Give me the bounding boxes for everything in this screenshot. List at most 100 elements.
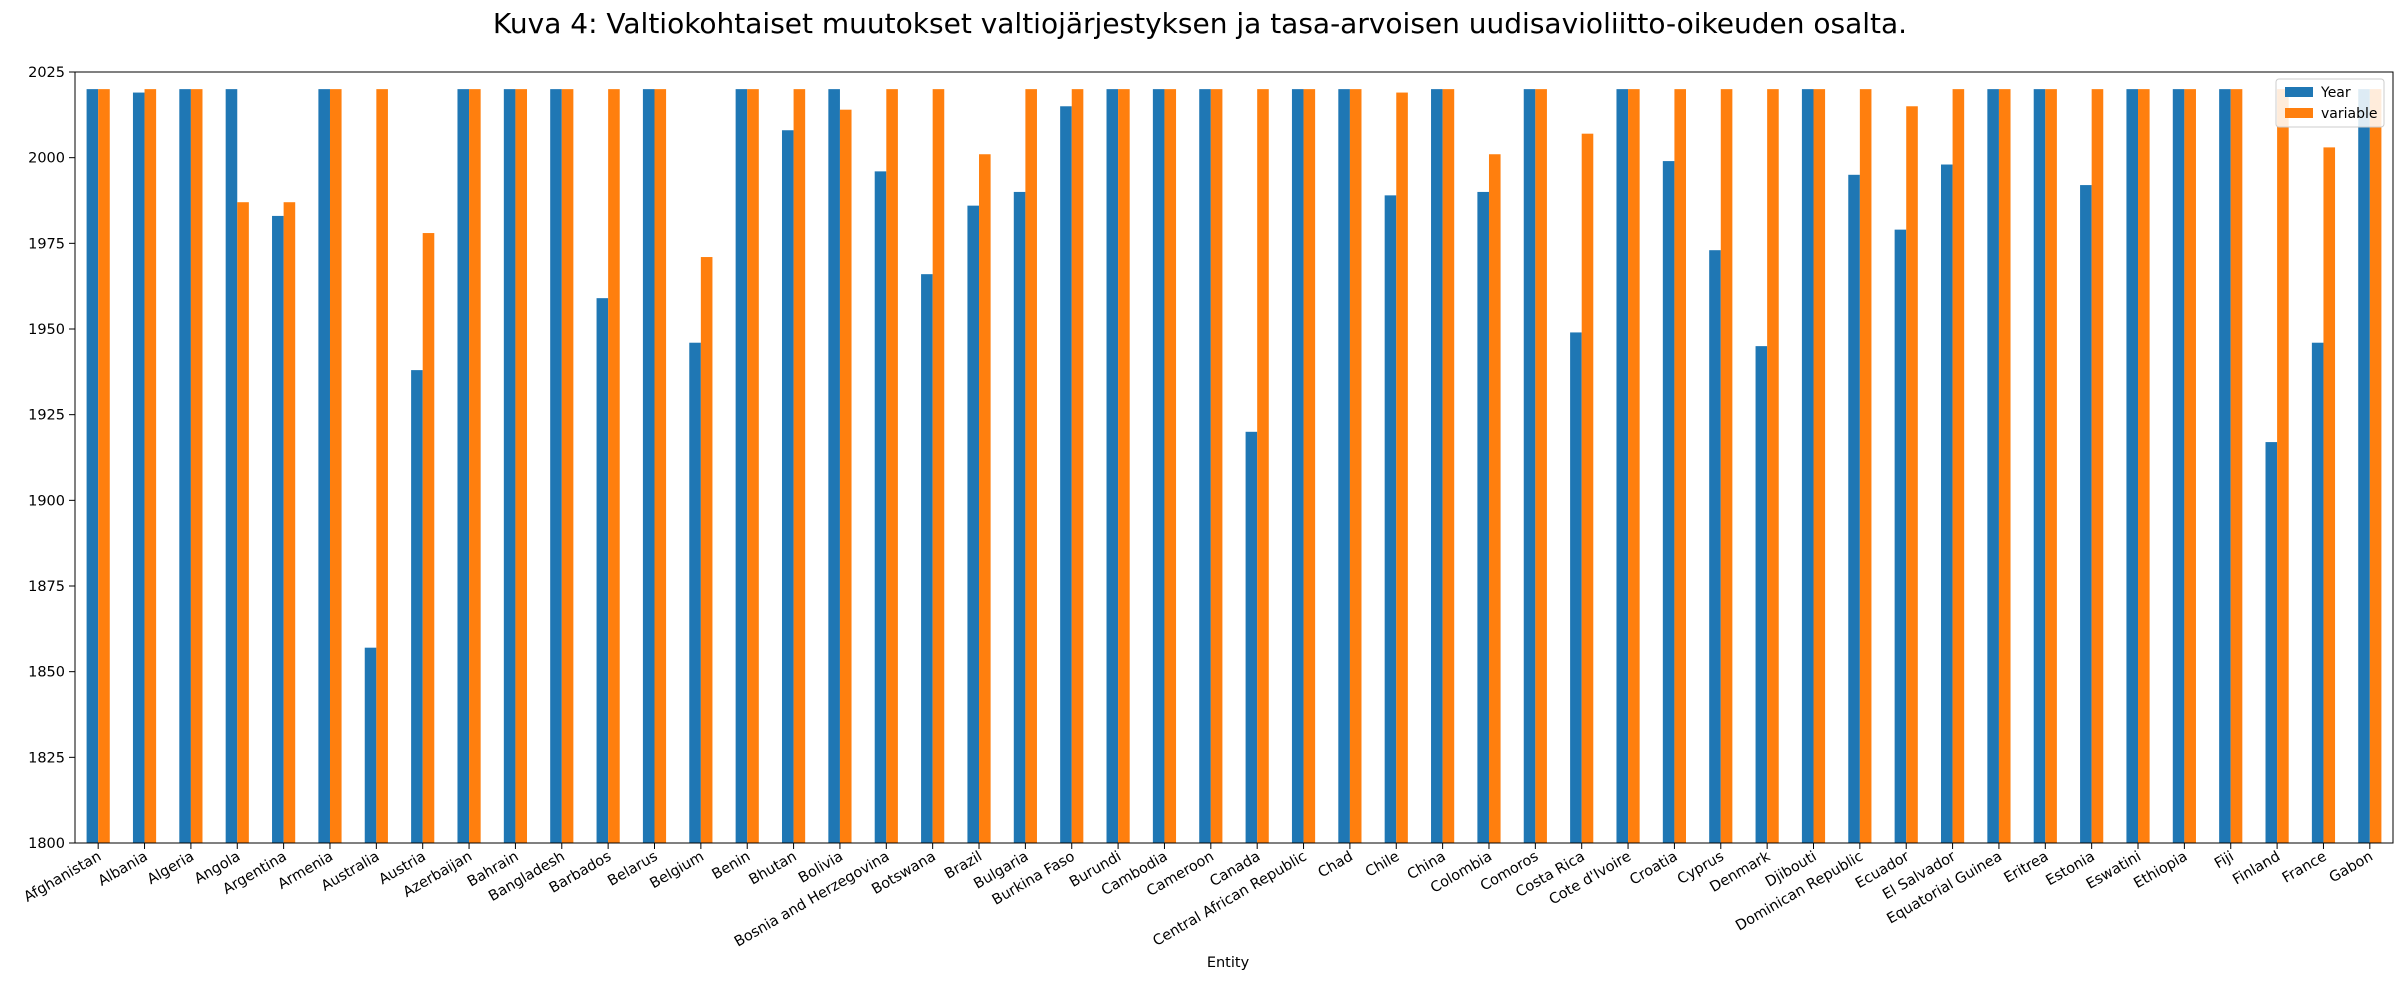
bar-variable <box>654 89 667 843</box>
bar-variable <box>747 89 759 843</box>
bar-year <box>1013 191 1026 843</box>
y-tick-label: 2000 <box>28 151 65 167</box>
bar-variable <box>1118 89 1130 843</box>
bar-year <box>550 89 562 843</box>
bar-year <box>2311 342 2324 843</box>
x-tick-label: Finland <box>2230 849 2283 889</box>
bar-variable <box>2277 89 2289 843</box>
bar-variable <box>1998 89 2011 843</box>
plot-frame <box>74 71 2394 844</box>
y-tick-label: 1875 <box>28 579 65 595</box>
bar-year <box>364 647 377 843</box>
bar-year <box>1431 89 1443 843</box>
bar-year <box>1523 89 1536 843</box>
y-tick-label: 1950 <box>28 322 65 338</box>
bar-year <box>2080 185 2092 843</box>
bar-year <box>179 89 191 843</box>
bar-year <box>596 298 609 843</box>
bar-variable <box>979 154 991 844</box>
y-tick-label: 2025 <box>28 65 65 81</box>
bar-year <box>86 89 99 843</box>
bar-variable <box>2230 89 2243 843</box>
bar-year <box>1199 89 1211 843</box>
bar-variable <box>886 89 898 843</box>
bar-year <box>642 89 655 843</box>
x-tick-label: Chad <box>1316 849 1356 882</box>
bar-year <box>1755 346 1768 843</box>
y-tick-label: 1825 <box>28 750 65 766</box>
bar-year <box>2126 89 2139 843</box>
bar-variable <box>1535 89 1547 843</box>
bar-variable <box>1257 89 1269 843</box>
y-tick-label: 1900 <box>28 493 65 509</box>
x-tick-label: Gabon <box>2327 849 2376 887</box>
bar-year <box>1616 89 1629 843</box>
bar-variable <box>1813 89 1826 843</box>
bar-variable <box>1628 89 1640 843</box>
bar-variable <box>1906 106 1918 843</box>
bar-variable <box>2091 89 2104 843</box>
bar-year <box>225 89 238 843</box>
legend-swatch <box>2285 87 2313 97</box>
bar-variable <box>237 202 249 843</box>
bar-year <box>2265 442 2278 843</box>
bar-variable <box>2045 89 2057 843</box>
bar-year <box>1291 89 1304 843</box>
bar-year <box>1709 250 1721 843</box>
bar-variable <box>190 89 203 843</box>
bar-variable <box>1442 89 1455 843</box>
bar-year <box>1570 332 1582 843</box>
bar-year <box>1987 89 1999 843</box>
bar-variable <box>98 89 110 843</box>
legend: Year variable <box>2275 78 2385 128</box>
bar-variable <box>700 257 713 843</box>
x-tick-label: Ethiopia <box>2131 849 2190 892</box>
bar-year <box>1477 191 1489 843</box>
bar-year <box>1384 195 1397 844</box>
bar-variable <box>1210 89 1223 843</box>
bar-year <box>1152 89 1165 843</box>
bar-variable <box>561 89 574 843</box>
bar-year <box>689 342 701 843</box>
bar-year <box>1662 161 1675 844</box>
x-tick-label: France <box>2280 849 2330 887</box>
bar-year <box>735 89 748 843</box>
bar-year <box>318 89 330 843</box>
y-tick-label: 1975 <box>28 236 65 252</box>
x-tick-label: Belgium <box>647 849 706 893</box>
x-tick-label: Algeria <box>145 849 197 888</box>
bar-year <box>921 274 933 843</box>
bar-year <box>503 89 516 843</box>
bar-year <box>2358 89 2370 843</box>
bar-year <box>2033 89 2046 843</box>
bar-variable <box>1720 89 1733 843</box>
bar-year <box>1801 89 1814 843</box>
bar-year <box>1245 431 1258 843</box>
x-axis-label: Entity <box>1207 955 1250 971</box>
bar-variable <box>932 89 945 843</box>
legend-label: Year <box>2320 85 2351 101</box>
bar-year <box>874 171 887 843</box>
bar-year <box>1940 164 1953 843</box>
bar-variable <box>283 202 296 843</box>
bar-variable <box>376 89 388 843</box>
x-tick-label: Bhutan <box>746 849 799 889</box>
bar-variable <box>144 89 157 843</box>
bar-year <box>1894 229 1907 843</box>
bar-variable <box>515 89 528 843</box>
y-tick-label: 1850 <box>28 665 65 681</box>
bar-variable <box>2184 89 2196 843</box>
legend-swatch <box>2285 108 2313 118</box>
x-tick-label: Croatia <box>1627 849 1680 889</box>
bar-year <box>967 205 980 843</box>
x-tick-label: Fiji <box>2212 849 2237 873</box>
bar-variable <box>1767 89 1779 843</box>
bar-variable <box>2323 147 2336 843</box>
bar-year <box>1848 174 1860 844</box>
bar-year <box>781 130 794 843</box>
bar-variable <box>1674 89 1687 843</box>
bar-variable <box>1952 89 1965 843</box>
bar-year <box>2219 89 2231 843</box>
bar-variable <box>608 89 620 843</box>
